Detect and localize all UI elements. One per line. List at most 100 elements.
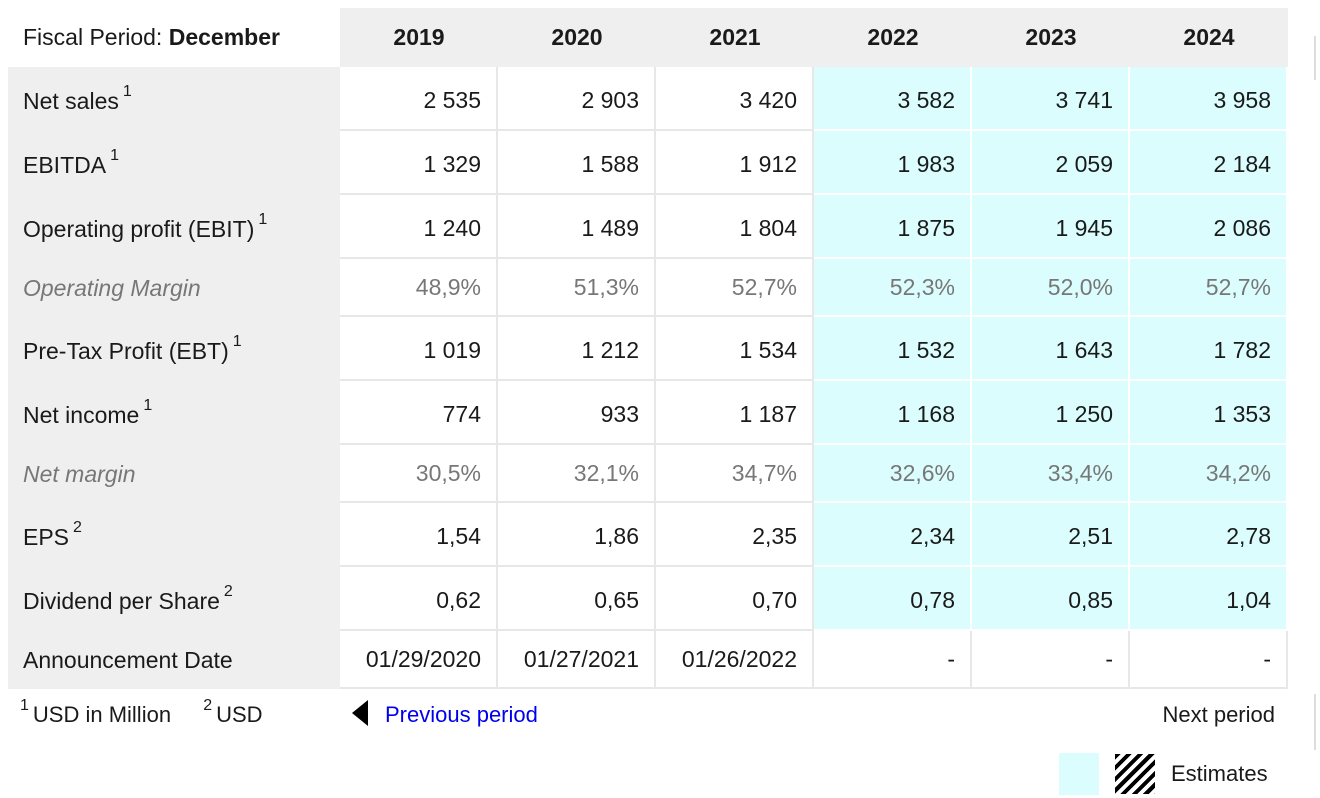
row-label: EBITDA 1 (8, 131, 340, 195)
footnote-mark: 1 (143, 396, 153, 414)
year-header: 2021 (656, 8, 814, 67)
table-cell: 0,70 (656, 567, 814, 631)
row-label: EPS 2 (8, 503, 340, 567)
estimate-cell: 3 582 (814, 67, 972, 131)
footnote-text: USD (216, 702, 263, 727)
row-label-text: Operating Margin (23, 274, 201, 301)
estimate-cell: 1 875 (814, 195, 972, 259)
year-header: 2022 (814, 8, 972, 67)
row-label: Net sales 1 (8, 67, 340, 131)
footnote-mark: 2 (203, 696, 213, 714)
estimate-cell: 52,7% (1130, 259, 1288, 317)
year-header: 2019 (340, 8, 498, 67)
table-cell: 1,54 (340, 503, 498, 567)
table-cell: 1 804 (656, 195, 814, 259)
table-cell: 1 329 (340, 131, 498, 195)
estimate-cell: 52,0% (972, 259, 1130, 317)
footnote-mark: 1 (20, 696, 29, 714)
estimate-cell: 1 168 (814, 381, 972, 445)
table-cell: 1 912 (656, 131, 814, 195)
row-label-text: EPS (23, 523, 70, 550)
estimate-cell: 1 643 (972, 317, 1130, 381)
footnote-mark: 1 (258, 210, 268, 228)
row-label: Dividend per Share 2 (8, 567, 340, 631)
table-cell: - (972, 631, 1130, 689)
row-label-text: Net income (23, 401, 140, 428)
estimate-color-swatch (1059, 753, 1099, 795)
estimate-cell: 1 353 (1130, 381, 1288, 445)
table-cell: 2 903 (498, 67, 656, 131)
table-cell: 1 240 (340, 195, 498, 259)
estimate-cell: 34,2% (1130, 445, 1288, 503)
row-label-text: Net sales (23, 87, 119, 114)
table-cell: 1 588 (498, 131, 656, 195)
year-header: 2020 (498, 8, 656, 67)
footnote-mark: 1 (122, 82, 132, 100)
footnote: 2 USD (203, 697, 263, 728)
estimate-cell: 1 250 (972, 381, 1130, 445)
fiscal-period-header: Fiscal Period: December (8, 8, 340, 67)
table-cell: 1 019 (340, 317, 498, 381)
row-label-text: Pre-Tax Profit (EBT) (23, 337, 229, 364)
table-cell: - (1130, 631, 1288, 689)
table-cell: 01/26/2022 (656, 631, 814, 689)
row-label: Announcement Date (8, 631, 340, 689)
estimate-cell: 2,78 (1130, 503, 1288, 567)
table-row: Net income 1 774 933 1 187 1 168 1 250 1 … (8, 381, 1288, 445)
estimate-cell: 2 059 (972, 131, 1130, 195)
row-label-text: EBITDA (23, 151, 107, 178)
table-row: Announcement Date 01/29/2020 01/27/2021 … (8, 631, 1288, 689)
scroll-edge-divider (1314, 694, 1316, 750)
table-cell: 2 535 (340, 67, 498, 131)
footnote-mark: 2 (73, 518, 82, 536)
footnote-mark: 1 (110, 146, 119, 164)
table-cell: 1 187 (656, 381, 814, 445)
table-cell: 0,65 (498, 567, 656, 631)
row-label: Pre-Tax Profit (EBT) 1 (8, 317, 340, 381)
table-cell: 1 534 (656, 317, 814, 381)
estimate-cell: 3 958 (1130, 67, 1288, 131)
estimate-cell: 2,51 (972, 503, 1130, 567)
row-label-text: Net margin (23, 460, 136, 487)
table-row: EPS 2 1,54 1,86 2,35 2,34 2,51 2,78 (8, 503, 1288, 567)
financials-table: Fiscal Period: December 2019 2020 2021 2… (8, 8, 1288, 689)
estimate-cell: 2 184 (1130, 131, 1288, 195)
estimate-cell: 1 782 (1130, 317, 1288, 381)
estimate-cell: 32,6% (814, 445, 972, 503)
footnote-text: USD in Million (32, 702, 172, 727)
caret-left-icon[interactable] (352, 700, 368, 726)
table-cell: 51,3% (498, 259, 656, 317)
estimate-cell: 1,04 (1130, 567, 1288, 631)
estimate-cell: 33,4% (972, 445, 1130, 503)
row-label: Operating Margin (8, 259, 340, 317)
table-cell: 01/29/2020 (340, 631, 498, 689)
table-cell: 1 489 (498, 195, 656, 259)
estimate-cell: 1 945 (972, 195, 1130, 259)
next-period-link[interactable]: Next period (1162, 702, 1275, 727)
table-cell: 48,9% (340, 259, 498, 317)
hatch-pattern-icon (1115, 754, 1155, 794)
previous-period-label[interactable]: Previous period (385, 702, 538, 727)
estimate-cell: 1 532 (814, 317, 972, 381)
footnote-mark: 2 (223, 582, 233, 600)
estimates-label: Estimates (1171, 761, 1268, 786)
row-label: Net margin (8, 445, 340, 503)
estimate-cell: 52,3% (814, 259, 972, 317)
table-row: EBITDA 1 1 329 1 588 1 912 1 983 2 059 2 … (8, 131, 1288, 195)
table-cell: 52,7% (656, 259, 814, 317)
footnote-mark: 1 (232, 332, 242, 350)
table-cell: 3 420 (656, 67, 814, 131)
fiscal-period-label: Fiscal Period: (23, 24, 163, 50)
row-label: Operating profit (EBIT) 1 (8, 195, 340, 259)
table-row: Operating profit (EBIT) 1 1 240 1 489 1 8… (8, 195, 1288, 259)
table-cell: 2,35 (656, 503, 814, 567)
row-label-text: Operating profit (EBIT) (23, 215, 255, 242)
table-cell: 1,86 (498, 503, 656, 567)
table-cell: - (814, 631, 972, 689)
estimate-cell: 2 086 (1130, 195, 1288, 259)
table-row: Operating Margin 48,9% 51,3% 52,7% 52,3%… (8, 259, 1288, 317)
estimate-cell: 0,85 (972, 567, 1130, 631)
previous-period-link[interactable]: Previous period (352, 700, 538, 728)
estimate-cell: 2,34 (814, 503, 972, 567)
table-header-row: Fiscal Period: December 2019 2020 2021 2… (8, 8, 1288, 67)
